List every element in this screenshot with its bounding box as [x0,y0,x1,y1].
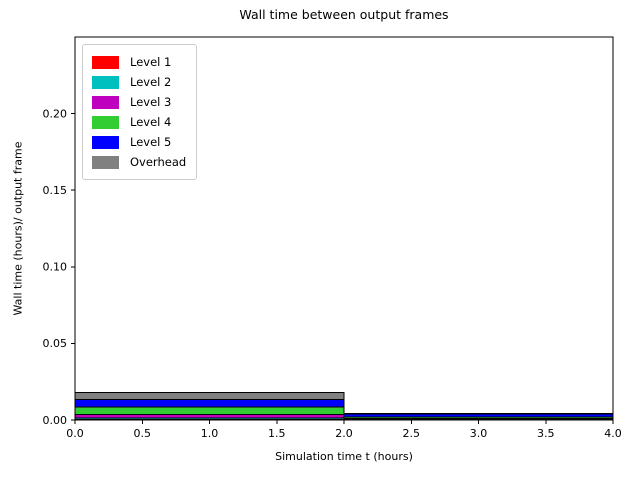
x-axis-label: Simulation time t (hours) [275,450,413,463]
x-tick-label: 3.0 [470,427,488,440]
legend-label: Overhead [130,155,187,169]
y-axis-label: Wall time (hours)/ output frame [11,141,25,316]
x-tick-label: 1.5 [268,427,286,440]
legend-label: Level 1 [130,55,172,69]
bar-level-4-seg0 [74,406,345,415]
y-tick-label: 0.05 [43,337,68,350]
legend-swatch-icon [92,95,119,109]
legend-label: Level 4 [130,115,172,129]
legend-item-level-2: Level 2 [92,72,186,92]
bar-level-3-seg0 [74,413,345,419]
x-tick-label: 2.5 [403,427,421,440]
legend-swatch-icon [92,115,119,129]
bar-overhead-seg0 [74,392,345,400]
y-tick-label: 0.00 [43,414,68,427]
x-tick-label: 4.0 [604,427,622,440]
legend-item-level-4: Level 4 [92,112,186,132]
legend-label: Level 3 [130,95,172,109]
legend-swatch-icon [92,155,119,169]
legend: Level 1 Level 2 Level 3 Level 4 Level 5 Overh… [82,44,198,180]
x-tick-label: 2.0 [335,427,353,440]
legend-swatch-icon [92,135,119,149]
x-tick-label: 0.0 [66,427,84,440]
legend-item-level-5: Level 5 [92,132,186,152]
legend-item-level-3: Level 3 [92,92,186,112]
y-tick-label: 0.10 [43,261,68,274]
legend-label: Level 2 [130,75,172,89]
legend-swatch-icon [92,55,119,69]
legend-label: Level 5 [130,135,172,149]
y-tick-label: 0.20 [43,107,68,120]
legend-swatch-icon [92,75,119,89]
x-tick-label: 0.5 [134,427,152,440]
y-tick-label: 0.15 [43,184,68,197]
bar-level-5-seg0 [74,398,345,408]
legend-item-overhead: Overhead [92,152,186,172]
bar-overhead-seg1 [343,413,614,415]
x-tick-label: 1.0 [201,427,219,440]
legend-item-level-1: Level 1 [92,52,186,72]
chart-title: Wall time between output frames [239,7,449,22]
x-tick-label: 3.5 [537,427,555,440]
